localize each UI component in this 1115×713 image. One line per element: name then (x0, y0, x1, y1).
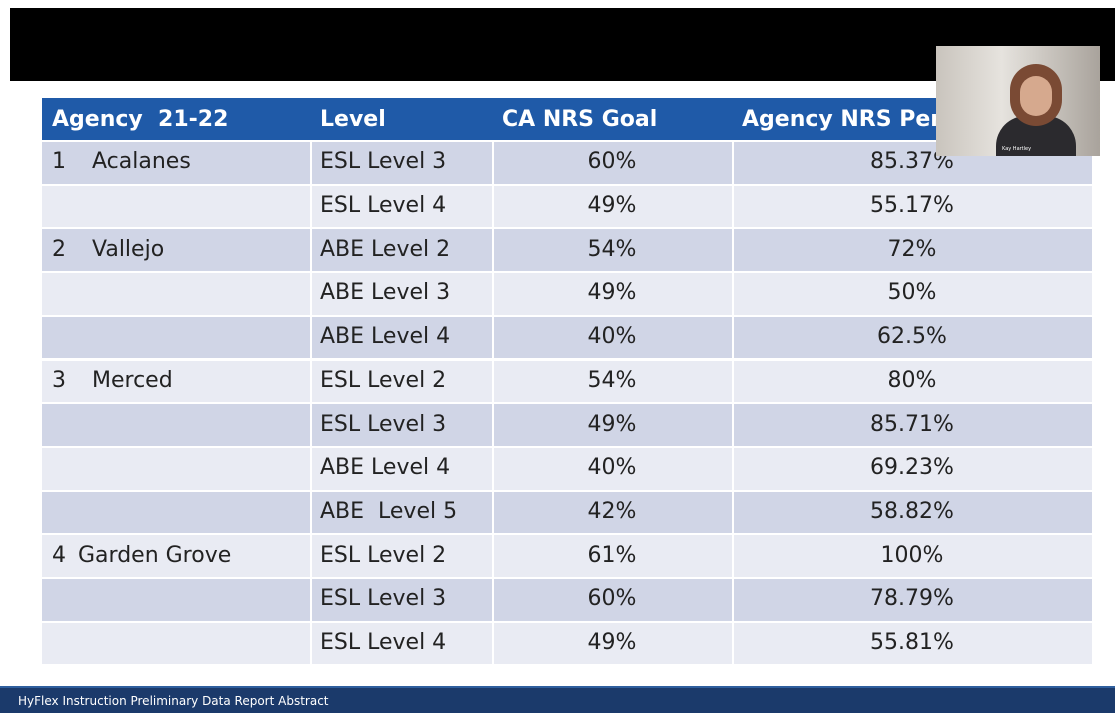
level-cell: ABE Level 2 (320, 227, 450, 271)
goal-cell: 60% (492, 140, 732, 184)
performance-cell: 100% (732, 533, 1092, 577)
goal-cell: 54% (492, 227, 732, 271)
row-bg (42, 448, 310, 490)
performance-cell: 80% (732, 359, 1092, 403)
level-cell: ABE Level 5 (320, 490, 457, 534)
level-cell: ESL Level 2 (320, 359, 446, 403)
footer-bar: HyFlex Instruction Preliminary Data Repo… (0, 686, 1115, 713)
agency-number: 4 (52, 533, 66, 577)
goal-cell: 60% (492, 577, 732, 621)
footer-text: HyFlex Instruction Preliminary Data Repo… (18, 694, 329, 708)
performance-cell: 55.81% (732, 621, 1092, 665)
agency-name: Merced (92, 359, 173, 403)
page: Agency 21-22LevelCA NRS GoalAgency NRS P… (0, 0, 1115, 713)
agency-number: 3 (52, 359, 66, 403)
goal-cell: 40% (492, 446, 732, 490)
row-bg (42, 317, 310, 359)
agency-number: 1 (52, 140, 66, 184)
row-bg (42, 579, 310, 621)
goal-cell: 49% (492, 621, 732, 665)
header-cell: Level (320, 98, 490, 140)
performance-cell: 72% (732, 227, 1092, 271)
row-bg (42, 361, 310, 403)
performance-cell: 85.71% (732, 402, 1092, 446)
performance-cell: 69.23% (732, 446, 1092, 490)
goal-cell: 61% (492, 533, 732, 577)
level-cell: ESL Level 3 (320, 402, 446, 446)
level-cell: ESL Level 4 (320, 621, 446, 665)
level-cell: ABE Level 4 (320, 315, 450, 359)
level-cell: ESL Level 3 (320, 577, 446, 621)
person-face (1020, 76, 1052, 116)
performance-cell: 78.79% (732, 577, 1092, 621)
level-cell: ABE Level 3 (320, 271, 450, 315)
goal-cell: 40% (492, 315, 732, 359)
row-bg (42, 186, 310, 228)
row-bg (42, 623, 310, 665)
goal-cell: 49% (492, 184, 732, 228)
performance-cell: 58.82% (732, 490, 1092, 534)
participant-name: Kay Hartley (1002, 146, 1031, 152)
agency-number: 2 (52, 227, 66, 271)
goal-cell: 49% (492, 402, 732, 446)
agency-name: Garden Grove (78, 533, 231, 577)
level-cell: ESL Level 4 (320, 184, 446, 228)
goal-cell: 49% (492, 271, 732, 315)
agency-name: Acalanes (92, 140, 191, 184)
row-bg (42, 404, 310, 446)
level-cell: ABE Level 4 (320, 446, 450, 490)
performance-cell: 50% (732, 271, 1092, 315)
performance-cell: 62.5% (732, 315, 1092, 359)
performance-cell: 55.17% (732, 184, 1092, 228)
goal-cell: 42% (492, 490, 732, 534)
webcam-video: Kay Hartley (936, 46, 1100, 156)
level-cell: ESL Level 2 (320, 533, 446, 577)
row-bg (42, 273, 310, 315)
header-cell: Agency 21-22 (52, 98, 308, 140)
agency-name: Vallejo (92, 227, 164, 271)
level-cell: ESL Level 3 (320, 140, 446, 184)
header-cell: CA NRS Goal (502, 98, 730, 140)
row-bg (42, 229, 310, 271)
goal-cell: 54% (492, 359, 732, 403)
row-bg (42, 492, 310, 534)
